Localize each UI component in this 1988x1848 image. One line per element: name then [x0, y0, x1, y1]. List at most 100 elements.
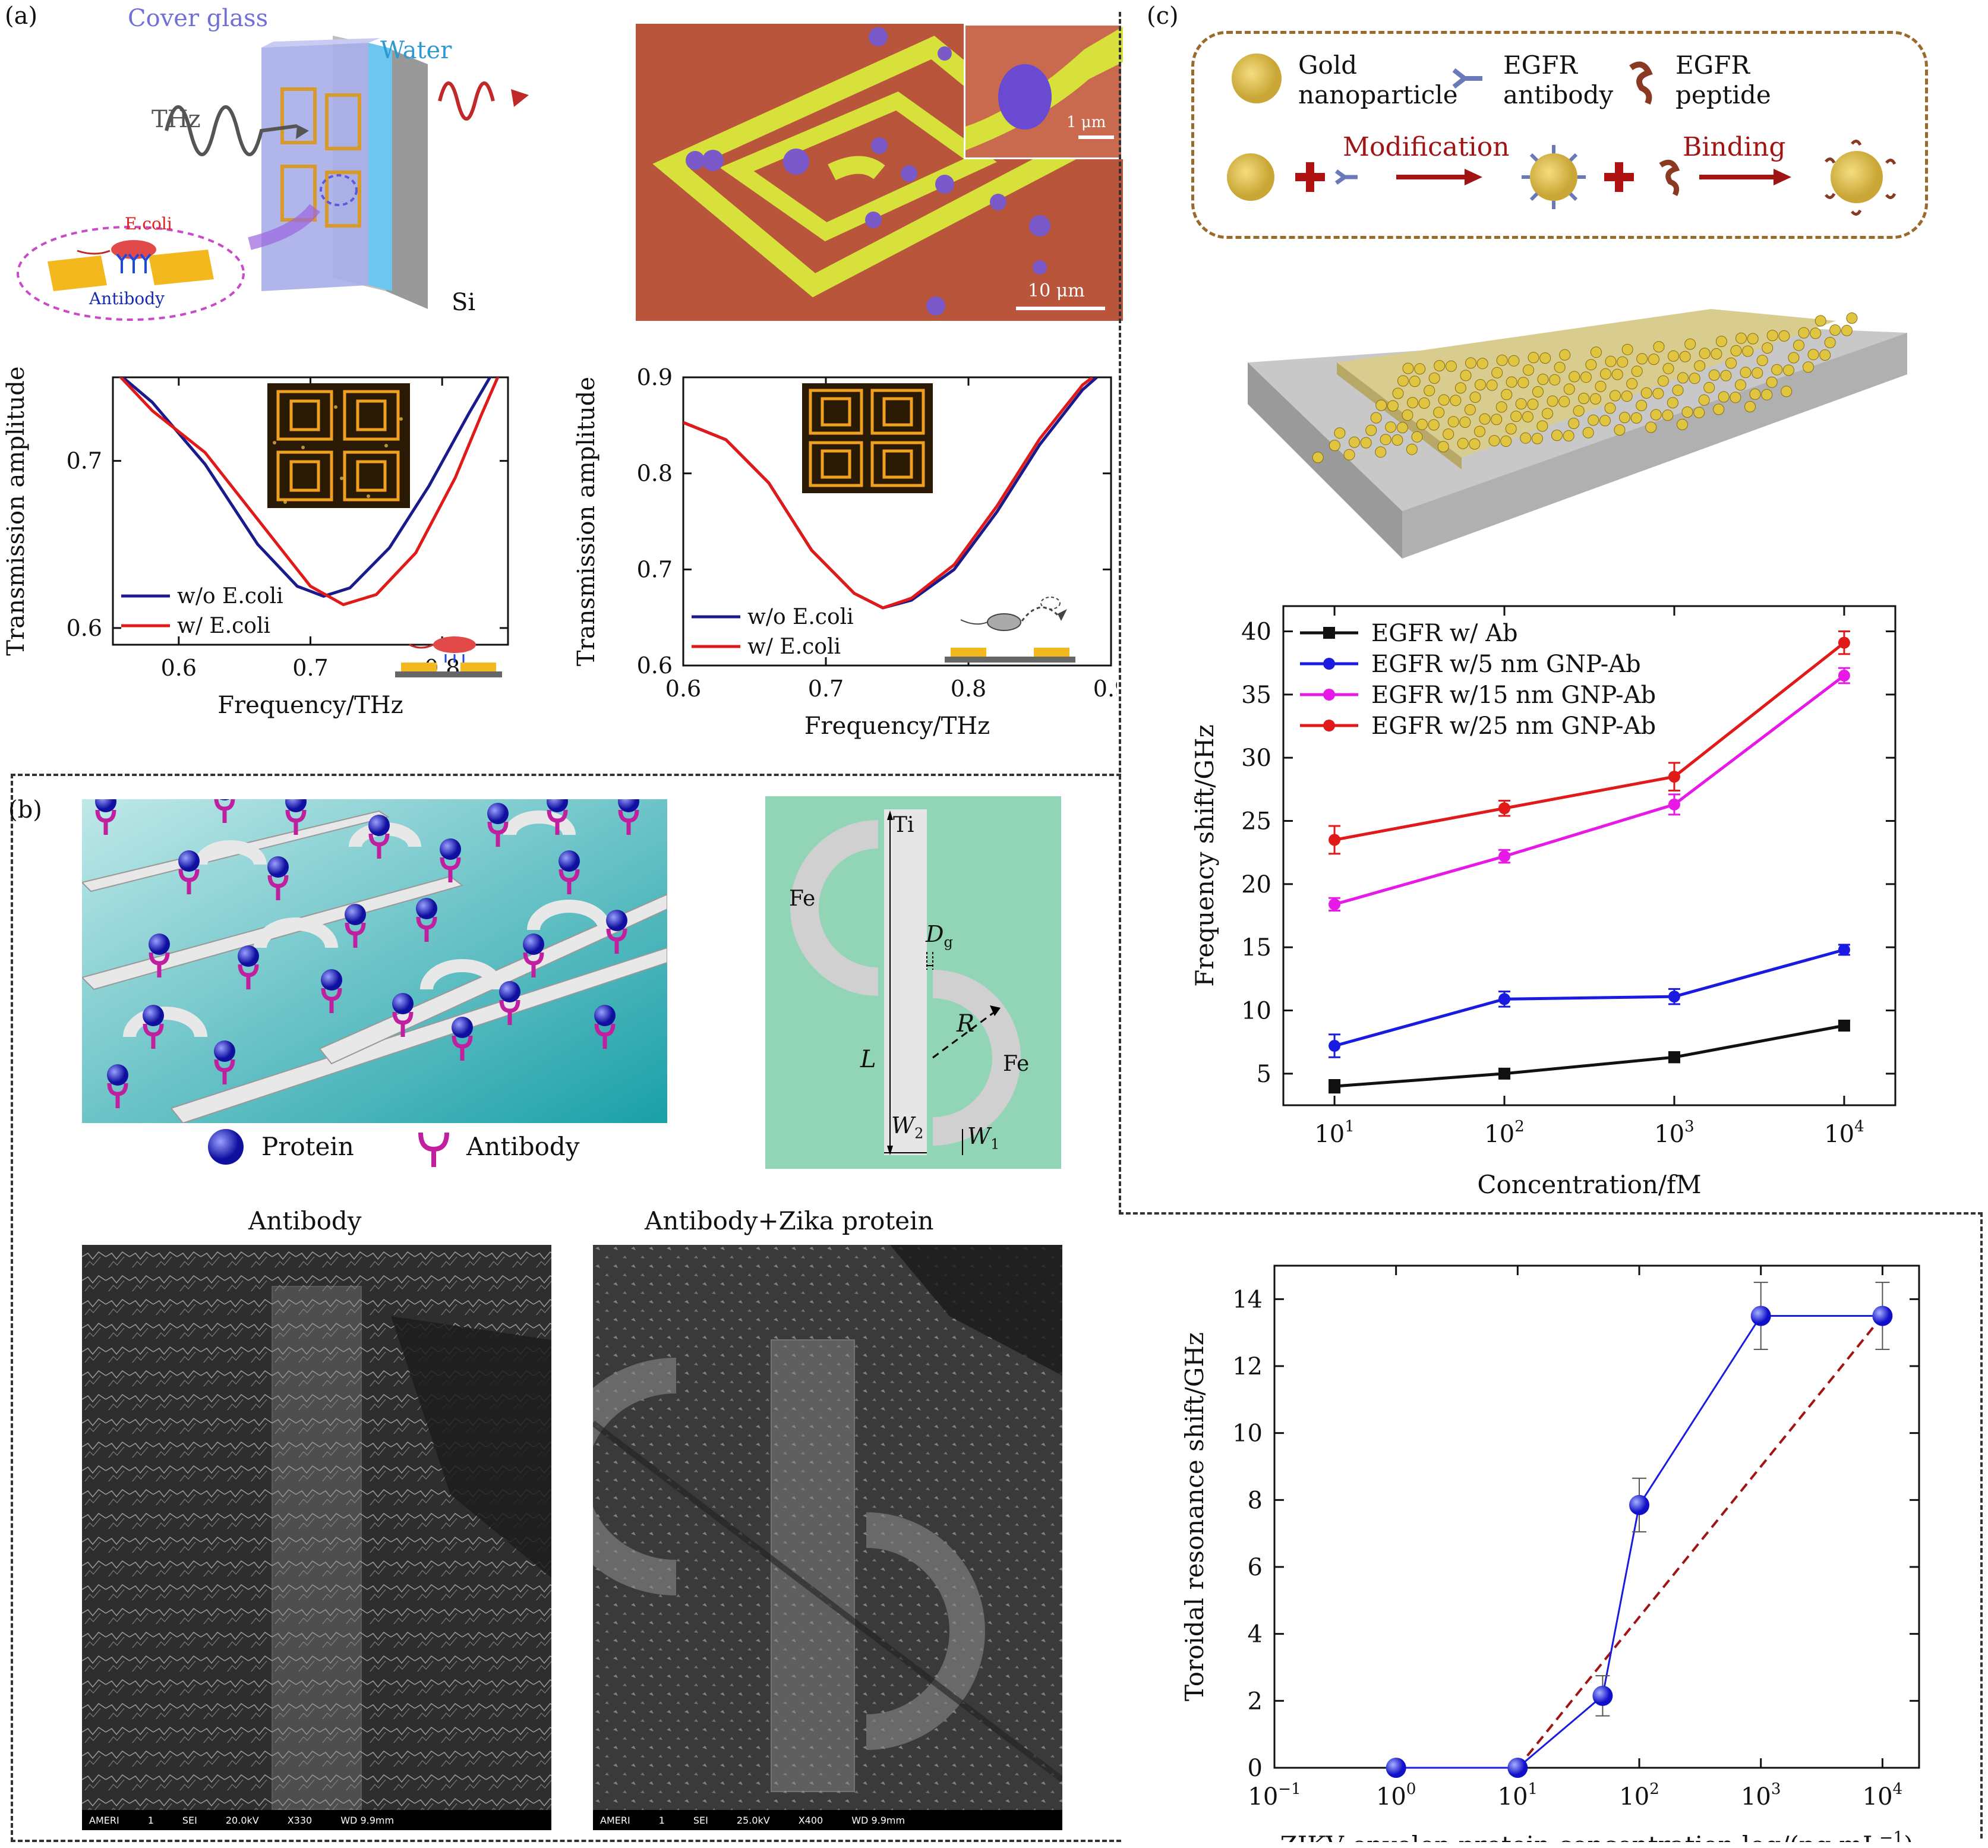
gold-nanoparticle-icon: [1433, 406, 1445, 418]
gold-nanoparticle-icon: [1549, 374, 1561, 386]
data-point: [1668, 991, 1680, 1003]
si-label: Si: [452, 289, 476, 316]
gold-nanoparticle-icon: [1703, 381, 1715, 393]
gold-nanoparticle-icon: [1829, 324, 1841, 336]
y-tick-label: 40: [1241, 619, 1271, 646]
y-axis-label: Transmission amplitude: [573, 377, 600, 666]
c-substrate-illustration: [1248, 309, 1907, 559]
data-point: [1872, 1305, 1893, 1326]
gold-nanoparticle-icon: [1414, 363, 1426, 375]
gold-nanoparticle-icon: [1715, 336, 1727, 347]
gold-nanoparticle-icon: [1558, 396, 1570, 408]
antibody-icon: [523, 952, 544, 977]
x-axis-label: ZIKV envelop protein concentration log/(…: [1280, 1828, 1913, 1842]
legend-marker-2: [1323, 689, 1335, 701]
gold-nanoparticle-icon: [1349, 436, 1360, 448]
y-tick-label: 10: [1232, 1420, 1263, 1448]
geom-fe-1: Fe: [789, 887, 816, 911]
gold-nanoparticle-icon: [1749, 388, 1761, 400]
gold-nanoparticle-icon: [1539, 352, 1551, 364]
gold-nanoparticle-icon: [1542, 408, 1553, 420]
sem-bar-left-3: 20.0kV: [225, 1814, 259, 1826]
gold-nanoparticle-icon: [1677, 372, 1689, 384]
antibody-icon: [285, 809, 307, 835]
gold-nanoparticle-icon: [1668, 350, 1679, 362]
gold-nanoparticle-icon: [1766, 330, 1778, 342]
gold-nanoparticle-icon: [1475, 379, 1486, 390]
a-schematic: [17, 36, 529, 321]
gold-nanoparticle-icon: [1766, 376, 1778, 388]
sem-bar-left-5: WD 9.9mm: [340, 1814, 395, 1826]
data-point: [1498, 1067, 1511, 1080]
data-point: [1838, 944, 1850, 956]
geom-l: L: [860, 1046, 876, 1073]
gold-nanoparticle-icon: [1788, 352, 1800, 364]
gold-nanoparticle-icon: [1370, 412, 1382, 424]
gold-nanoparticle-icon: [1569, 371, 1580, 383]
gold-nanoparticle-icon: [1819, 349, 1831, 361]
gold-nanoparticle-icon: [1532, 386, 1544, 398]
protein-icon: [416, 898, 437, 919]
gold-nanoparticle-icon: [1793, 339, 1804, 351]
gold-nanoparticle-icon: [1443, 428, 1454, 440]
gold-nanoparticle-icon: [1438, 394, 1450, 406]
gold-nanoparticle-icon: [1450, 395, 1462, 406]
y-tick-label: 5: [1257, 1061, 1271, 1088]
sem-image-zika: AMERI 1 SEI 25.0kV X400 WD 9.9mm: [593, 1245, 1062, 1830]
y-tick-label: 0.7: [67, 448, 102, 474]
a-right-inset-image: [802, 383, 933, 493]
gold-nanoparticle-icon: [1528, 352, 1539, 364]
x-axis-label: Frequency/THz: [217, 692, 403, 719]
gold-nanoparticle-icon: [1645, 421, 1657, 433]
gold-nanoparticle-icon: [1447, 416, 1459, 428]
antibody-legend-icon: [418, 1132, 449, 1167]
data-point: [1498, 850, 1511, 863]
gold-nanoparticle-icon: [1505, 423, 1517, 435]
antibody-icon: [95, 809, 116, 835]
gold-nanoparticle-icon: [1589, 393, 1601, 405]
gold-nanoparticle-icon: [1718, 391, 1730, 403]
gold-nanoparticle-icon: [1563, 430, 1574, 441]
gold-nanoparticle-icon: [1689, 373, 1700, 384]
gold-nanoparticle-icon: [1648, 354, 1659, 365]
gold-nanoparticle-icon: [1650, 409, 1662, 421]
antibody-legend-label: Antibody: [466, 1132, 580, 1161]
protein-icon: [321, 969, 342, 991]
gold-nanoparticle-icon: [1428, 372, 1440, 384]
x-tick-label: 0.6: [665, 676, 701, 702]
gold-nanoparticle-icon: [1464, 404, 1476, 415]
gold-nanoparticle-icon: [1713, 403, 1725, 415]
legend-egfr-pep-2: peptide: [1675, 80, 1771, 109]
gold-nanoparticle-icon: [1621, 390, 1633, 402]
y-tick-label: 14: [1232, 1286, 1263, 1313]
gold-nanoparticle-icon: [1672, 384, 1684, 396]
gold-nanoparticle-icon: [1522, 411, 1533, 422]
gold-nanoparticle-icon: [1547, 395, 1558, 407]
gold-nanoparticle-icon: [1711, 348, 1722, 359]
y-tick-label: 10: [1241, 998, 1271, 1025]
series-line-1: [683, 377, 1094, 610]
geom-dg: Dg: [926, 921, 953, 951]
series-line: [1396, 1315, 1883, 1769]
legend-egfr-pep-1: EGFR: [1675, 51, 1750, 80]
protein-icon: [219, 799, 230, 800]
y-tick-label: 0.6: [67, 615, 102, 641]
data-point: [1386, 1758, 1406, 1778]
antibody-icon: [178, 869, 200, 894]
plot-frame: [682, 376, 1112, 667]
gold-nanoparticle-icon: [1563, 383, 1575, 395]
sem-bar-left-0: AMERI: [89, 1814, 119, 1826]
gold-nanoparticle-icon: [1360, 437, 1372, 449]
antibody-icon: [547, 809, 568, 835]
gold-nanoparticle-icon: [1418, 397, 1430, 409]
gold-nanoparticle-icon: [1537, 373, 1549, 385]
gold-nanoparticle-icon: [1599, 415, 1611, 427]
gold-nanoparticle-icon: [1510, 411, 1522, 422]
gold-nanoparticle-icon: [1508, 355, 1520, 367]
gold-nanoparticle-icon: [1619, 412, 1630, 424]
antibody-icon: [214, 1059, 235, 1084]
gold-nanoparticle-icon: [1527, 398, 1539, 410]
gold-nanoparticle-icon: [1604, 402, 1616, 414]
panel-b-frame: [11, 774, 1121, 1842]
sem-title-zika: Antibody+Zika protein: [645, 1206, 934, 1235]
